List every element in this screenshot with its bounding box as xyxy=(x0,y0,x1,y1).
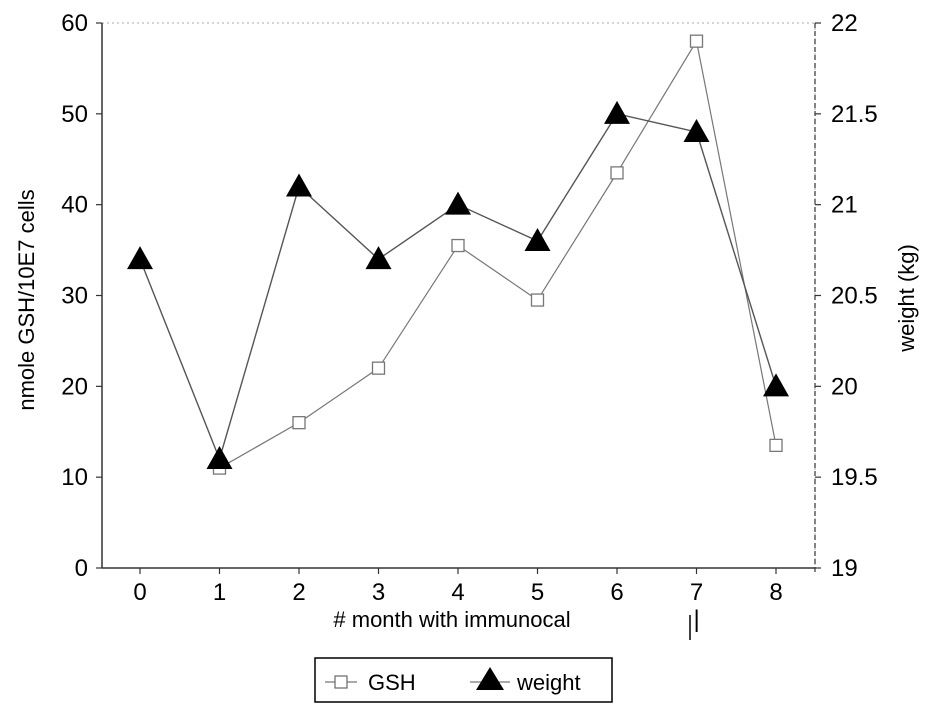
x-tick-label: 8 xyxy=(769,579,782,606)
y-tick-label: 0 xyxy=(75,555,88,582)
weight-point xyxy=(286,173,312,197)
gsh-point xyxy=(689,34,704,48)
x-axis-title: # month with immunocal xyxy=(333,607,570,632)
y-axis-title: nmole GSH/10E7 cells xyxy=(14,189,39,410)
weight-point xyxy=(524,228,551,251)
legend-gsh-label: GSH xyxy=(368,670,416,695)
gsh-point xyxy=(451,238,465,253)
gsh-point xyxy=(371,361,386,375)
weight-point xyxy=(206,446,233,469)
y-tick-label: 30 xyxy=(61,283,88,310)
left-axis-ticks: 0 10 20 30 40 50 60 xyxy=(61,10,102,582)
x-tick-label: 3 xyxy=(372,579,385,606)
x-tick-label: 5 xyxy=(531,579,544,606)
y2-tick-label: 19.5 xyxy=(831,464,878,491)
weight-point xyxy=(445,191,471,215)
x-tick-label: 4 xyxy=(451,579,464,606)
weight-point xyxy=(365,246,392,270)
x-tick-label: 0 xyxy=(133,579,146,606)
gsh-series-line xyxy=(219,39,777,469)
weight-point xyxy=(127,246,153,270)
y2-tick-label: 19 xyxy=(831,555,858,582)
y-tick-label: 10 xyxy=(61,464,88,491)
y2-tick-label: 21 xyxy=(831,192,858,219)
x-tick-label: 7 xyxy=(690,579,703,606)
y-tick-label: 60 xyxy=(61,10,88,37)
right-axis-ticks: 19 19.5 20 20.5 21 21.5 22 xyxy=(815,10,878,582)
legend-weight-marker xyxy=(476,667,504,690)
legend-box xyxy=(314,657,613,703)
x-axis-ticks: 0 1 2 3 4 5 6 7 8 xyxy=(133,568,783,606)
series-layer xyxy=(127,34,789,475)
y-tick-label: 20 xyxy=(61,373,88,400)
weight-point xyxy=(763,373,789,397)
legend-weight-label: weight xyxy=(516,670,581,695)
y2-tick-label: 20.5 xyxy=(831,283,878,310)
gsh-point xyxy=(530,293,545,307)
legend: GSH weight xyxy=(314,657,613,703)
y2-tick-label: 21.5 xyxy=(831,101,878,128)
legend-gsh-marker xyxy=(334,675,348,689)
weight-point xyxy=(683,119,710,142)
y2-tick-label: 20 xyxy=(831,373,858,400)
weight-point xyxy=(604,100,630,124)
y2-tick-label: 22 xyxy=(831,10,858,37)
y-tick-label: 50 xyxy=(61,101,88,128)
gsh-point xyxy=(769,438,783,453)
gsh-point xyxy=(610,166,624,180)
x-tick-label: 2 xyxy=(292,579,305,606)
x-tick-label: 6 xyxy=(610,579,623,606)
month-7-marker: | xyxy=(694,606,700,633)
y-tick-label: 40 xyxy=(61,192,88,219)
x-tick-label: 1 xyxy=(213,579,226,606)
gsh-point xyxy=(292,416,306,430)
y2-axis-title: weight (kg) xyxy=(894,244,919,353)
weight-series-line xyxy=(139,113,777,462)
